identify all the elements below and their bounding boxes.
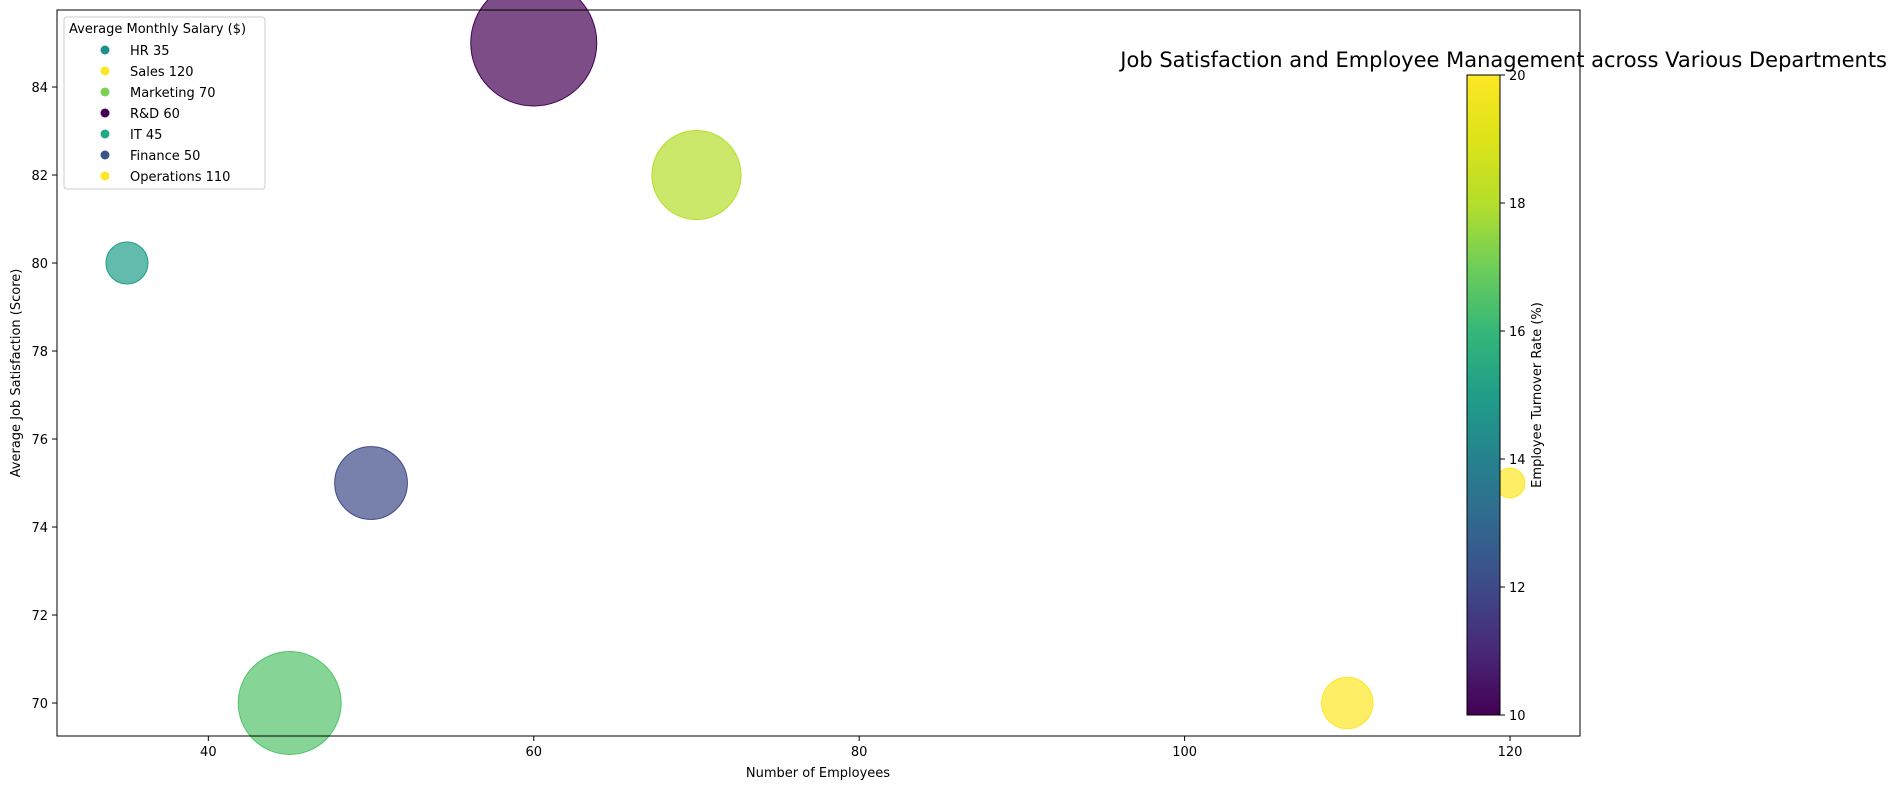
x-axis-label: Number of Employees	[746, 766, 890, 781]
y-tick-label: 82	[31, 169, 48, 184]
y-tick-label: 84	[31, 81, 48, 96]
x-tick-label: 80	[851, 745, 868, 760]
data-point	[105, 241, 149, 285]
colorbar-tick-label: 20	[1509, 69, 1526, 84]
colorbar-tick-label: 16	[1509, 325, 1526, 340]
plot-frame	[56, 9, 1581, 737]
colorbar-tick-label: 10	[1509, 709, 1526, 724]
x-axis: 40 60 80 100 120	[200, 736, 1522, 760]
legend-entry-label: R&D 60	[130, 107, 180, 122]
y-axis: 70 72 74 76 78 80 82 84	[31, 81, 57, 712]
colorbar-tick-label: 18	[1509, 197, 1526, 212]
legend-marker	[100, 87, 110, 97]
colorbar-label: Employee Turnover Rate (%)	[1530, 302, 1545, 488]
chart-title: Job Satisfaction and Employee Management…	[1118, 48, 1887, 72]
x-tick-label: 120	[1498, 745, 1523, 760]
y-tick-label: 72	[31, 609, 48, 624]
legend-entry-label: Operations 110	[130, 170, 230, 185]
x-tick-label: 40	[200, 745, 217, 760]
x-tick-label: 60	[525, 745, 542, 760]
data-point	[237, 651, 342, 755]
legend-marker	[100, 108, 110, 118]
y-tick-label: 78	[31, 345, 48, 360]
y-tick-label: 70	[31, 697, 48, 712]
legend-entry-label: HR 35	[130, 44, 169, 59]
y-tick-label: 74	[31, 521, 48, 536]
colorbar-tick-label: 12	[1509, 581, 1526, 596]
colorbar: 10 12 14 16 18 20 Employee Turnover Rate (%)	[1466, 69, 1545, 724]
data-point	[1321, 676, 1374, 730]
data-point	[334, 446, 408, 520]
data-point	[651, 129, 742, 221]
colorbar-ticks: 10 12 14 16 18 20	[1500, 69, 1526, 724]
legend-box	[63, 16, 266, 190]
legend-entry-label: IT 45	[130, 128, 162, 143]
legend-marker	[100, 66, 110, 76]
legend-entry-label: Marketing 70	[130, 86, 215, 101]
legend-marker	[100, 129, 110, 139]
legend-entries: HR 35 Sales 120 Marketing 70 R&D 60 IT 45 Fin…	[100, 44, 230, 185]
y-axis-label: Average Job Satisfaction (Score)	[9, 269, 24, 478]
legend-marker	[100, 45, 110, 55]
legend-entry-label: Finance 50	[130, 149, 200, 164]
legend-marker	[100, 150, 110, 160]
legend: Average Monthly Salary ($) HR 35 Sales 12…	[63, 16, 266, 190]
colorbar-gradient	[1466, 74, 1501, 716]
y-tick-label: 76	[31, 433, 48, 448]
colorbar-tick-label: 14	[1509, 453, 1526, 468]
y-tick-label: 80	[31, 257, 48, 272]
legend-marker	[100, 171, 110, 181]
x-tick-label: 100	[1172, 745, 1197, 760]
legend-entry-label: Sales 120	[130, 65, 194, 80]
legend-title: Average Monthly Salary ($)	[69, 22, 246, 37]
points-layer	[105, 0, 1526, 755]
data-point	[470, 0, 598, 107]
